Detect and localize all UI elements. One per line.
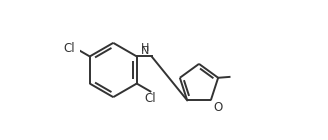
Text: N: N	[141, 46, 149, 56]
Text: O: O	[213, 101, 222, 114]
Text: H: H	[141, 43, 149, 53]
Text: Cl: Cl	[64, 42, 75, 55]
Text: Cl: Cl	[145, 92, 156, 105]
